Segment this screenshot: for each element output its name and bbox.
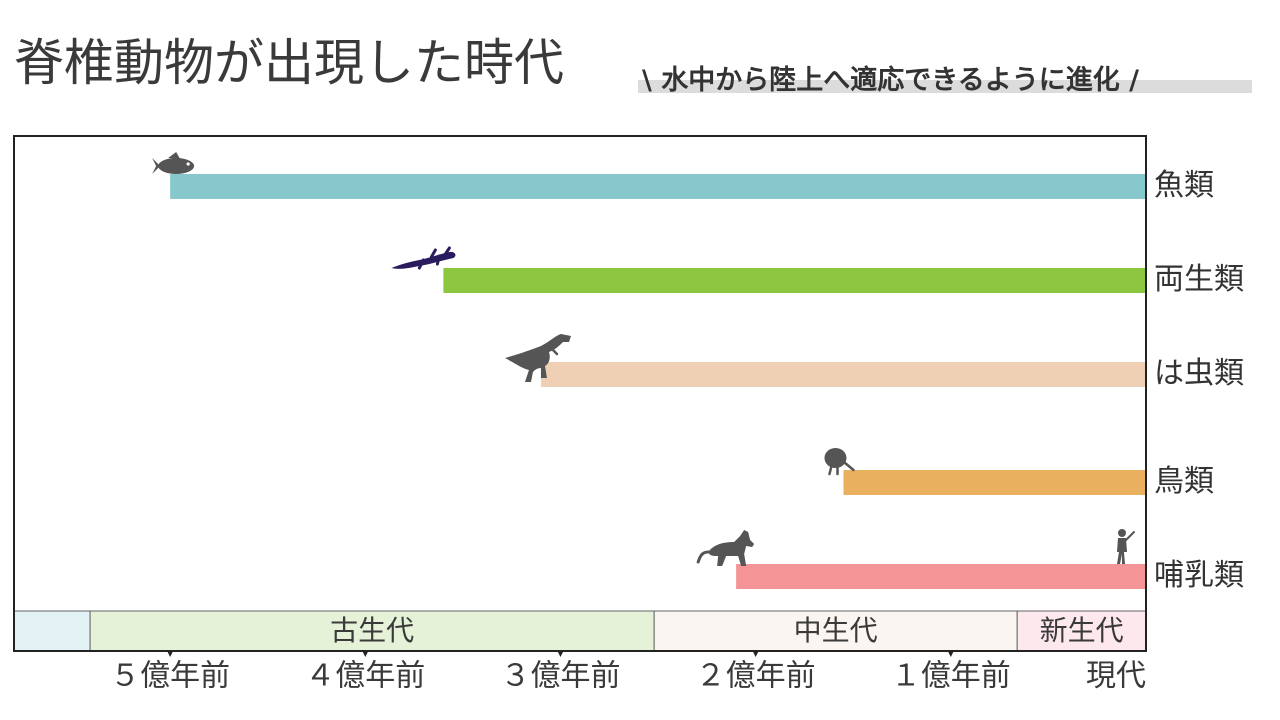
subtitle-highlight bbox=[638, 80, 1252, 93]
series-label: 両生類 bbox=[1154, 262, 1244, 297]
era-label: 古生代 bbox=[330, 614, 414, 647]
tick-label: 現代 bbox=[1086, 659, 1146, 694]
era-band bbox=[13, 610, 91, 652]
era-label: 新生代 bbox=[1040, 614, 1124, 647]
plot-border bbox=[13, 135, 1147, 652]
tick-mark bbox=[752, 651, 759, 657]
tick-label: ４億年前 bbox=[305, 659, 425, 694]
subtitle-box: \ 水中から陸上へ適応できるように進化 / bbox=[638, 58, 1252, 96]
tick-mark bbox=[557, 651, 564, 657]
tick-label: ２億年前 bbox=[696, 659, 816, 694]
era-band bbox=[89, 610, 655, 652]
bar-salamander bbox=[443, 268, 1147, 293]
chart-title: 脊椎動物が出現した時代 bbox=[14, 34, 564, 92]
era-label: 中生代 bbox=[794, 614, 878, 647]
series-label: は虫類 bbox=[1154, 356, 1244, 391]
tick-mark bbox=[947, 651, 954, 657]
era-band bbox=[653, 610, 1018, 652]
dinosaur-icon bbox=[504, 334, 571, 382]
tick-label: ３億年前 bbox=[500, 659, 620, 694]
salamander-icon bbox=[391, 246, 456, 270]
tick-mark bbox=[362, 651, 369, 657]
kiwi-bird-icon bbox=[824, 448, 855, 476]
bar-horse bbox=[736, 564, 1146, 589]
tick-label: ５億年前 bbox=[110, 659, 230, 694]
series-label: 魚類 bbox=[1154, 168, 1214, 203]
tick-label: １億年前 bbox=[891, 659, 1011, 694]
fish-icon bbox=[152, 152, 195, 174]
human-icon bbox=[1117, 529, 1135, 564]
tick-mark bbox=[167, 651, 174, 657]
horse-icon bbox=[696, 530, 755, 566]
series-label: 哺乳類 bbox=[1154, 558, 1244, 593]
bar-kiwi-bird bbox=[843, 470, 1146, 495]
era-band bbox=[1016, 610, 1147, 652]
bar-fish bbox=[170, 174, 1146, 199]
chart-subtitle: \ 水中から陸上へ適応できるように進化 / bbox=[642, 65, 1139, 96]
series-label: 鳥類 bbox=[1154, 464, 1214, 499]
bar-dinosaur bbox=[540, 362, 1146, 387]
